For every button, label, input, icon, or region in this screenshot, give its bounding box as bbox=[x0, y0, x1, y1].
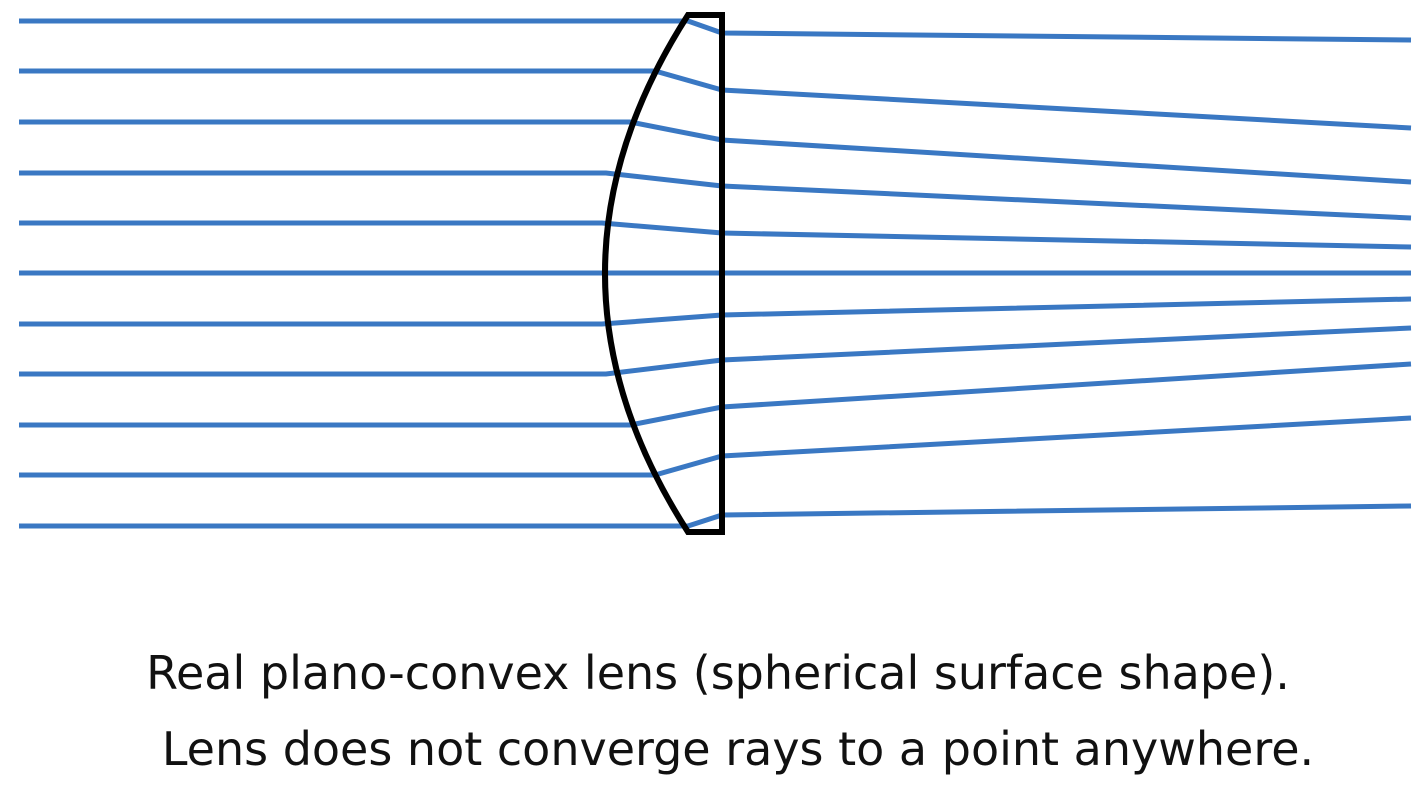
light-ray-10 bbox=[19, 415, 1412, 478]
light-rays bbox=[19, 18, 1412, 529]
light-ray-2 bbox=[19, 68, 1412, 131]
light-ray-8 bbox=[19, 325, 1412, 377]
lens-outline bbox=[602, 12, 725, 535]
plano-convex-lens bbox=[602, 12, 725, 535]
light-ray-5 bbox=[19, 220, 1412, 250]
light-ray-11 bbox=[19, 503, 1412, 529]
light-ray-4 bbox=[19, 170, 1412, 221]
light-ray-3 bbox=[19, 119, 1412, 185]
light-ray-9 bbox=[19, 361, 1412, 428]
light-ray-7 bbox=[19, 296, 1412, 327]
light-ray-1 bbox=[19, 18, 1412, 43]
caption-line-2: Lens does not converge rays to a point a… bbox=[161, 722, 1315, 776]
caption-line-1: Real plano-convex lens (spherical surfac… bbox=[146, 646, 1290, 700]
lens-ray-diagram bbox=[19, 12, 1412, 535]
